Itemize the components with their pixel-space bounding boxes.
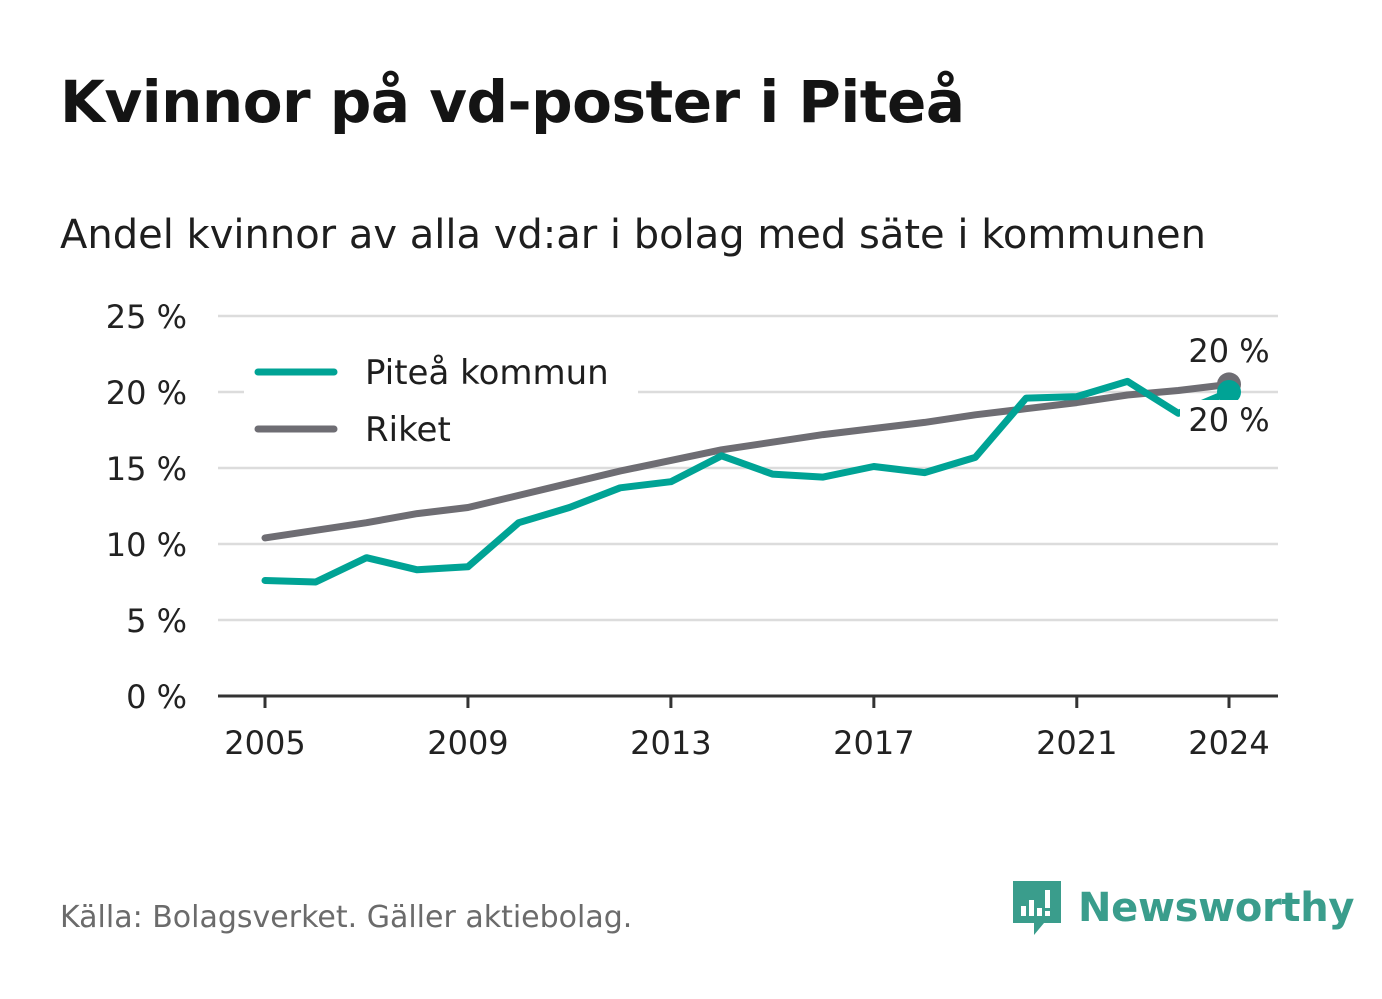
chart-subtitle: Andel kvinnor av alla vd:ar i bolag med … xyxy=(60,212,1206,258)
end-labels: 20 % 20 % xyxy=(1180,332,1278,440)
source-note: Källa: Bolagsverket. Gäller aktiebolag. xyxy=(60,900,633,935)
brand-name: Newsworthy xyxy=(1078,885,1355,931)
y-axis: 0 % 5 % 10 % 15 % 20 % 25 % xyxy=(106,298,187,716)
legend-background xyxy=(244,346,638,462)
riket-end-label: 20 % xyxy=(1188,332,1269,370)
pitea-end-point xyxy=(1217,380,1241,404)
y-tick-label: 15 % xyxy=(106,450,187,488)
x-tick-label: 2024 xyxy=(1188,724,1269,762)
y-tick-label: 25 % xyxy=(106,298,187,336)
brand-logo[interactable]: Newsworthy xyxy=(1010,878,1355,938)
y-tick-label: 20 % xyxy=(106,374,187,412)
x-tick-label: 2009 xyxy=(427,724,508,762)
y-tick-label: 0 % xyxy=(126,678,187,716)
y-tick-label: 5 % xyxy=(126,602,187,640)
pitea-line xyxy=(261,377,1233,586)
pitea-end-label-background xyxy=(1180,400,1278,440)
series-lines xyxy=(261,372,1241,586)
y-tick-label: 10 % xyxy=(106,526,187,564)
x-tick-label: 2021 xyxy=(1036,724,1117,762)
legend: Piteå kommun Riket xyxy=(244,346,638,462)
chart-title: Kvinnor på vd-poster i Piteå xyxy=(60,68,965,136)
x-axis: 2005 2009 2013 2017 2021 2024 xyxy=(218,694,1278,762)
riket-line xyxy=(261,380,1233,542)
legend-label: Riket xyxy=(365,410,451,450)
x-tick-label: 2005 xyxy=(224,724,305,762)
x-tick-label: 2017 xyxy=(833,724,914,762)
bar-chart-speech-bubble-icon xyxy=(1013,881,1061,935)
pitea-end-label: 20 % xyxy=(1188,401,1269,439)
legend-label: Piteå kommun xyxy=(365,353,609,393)
x-tick-label: 2013 xyxy=(630,724,711,762)
